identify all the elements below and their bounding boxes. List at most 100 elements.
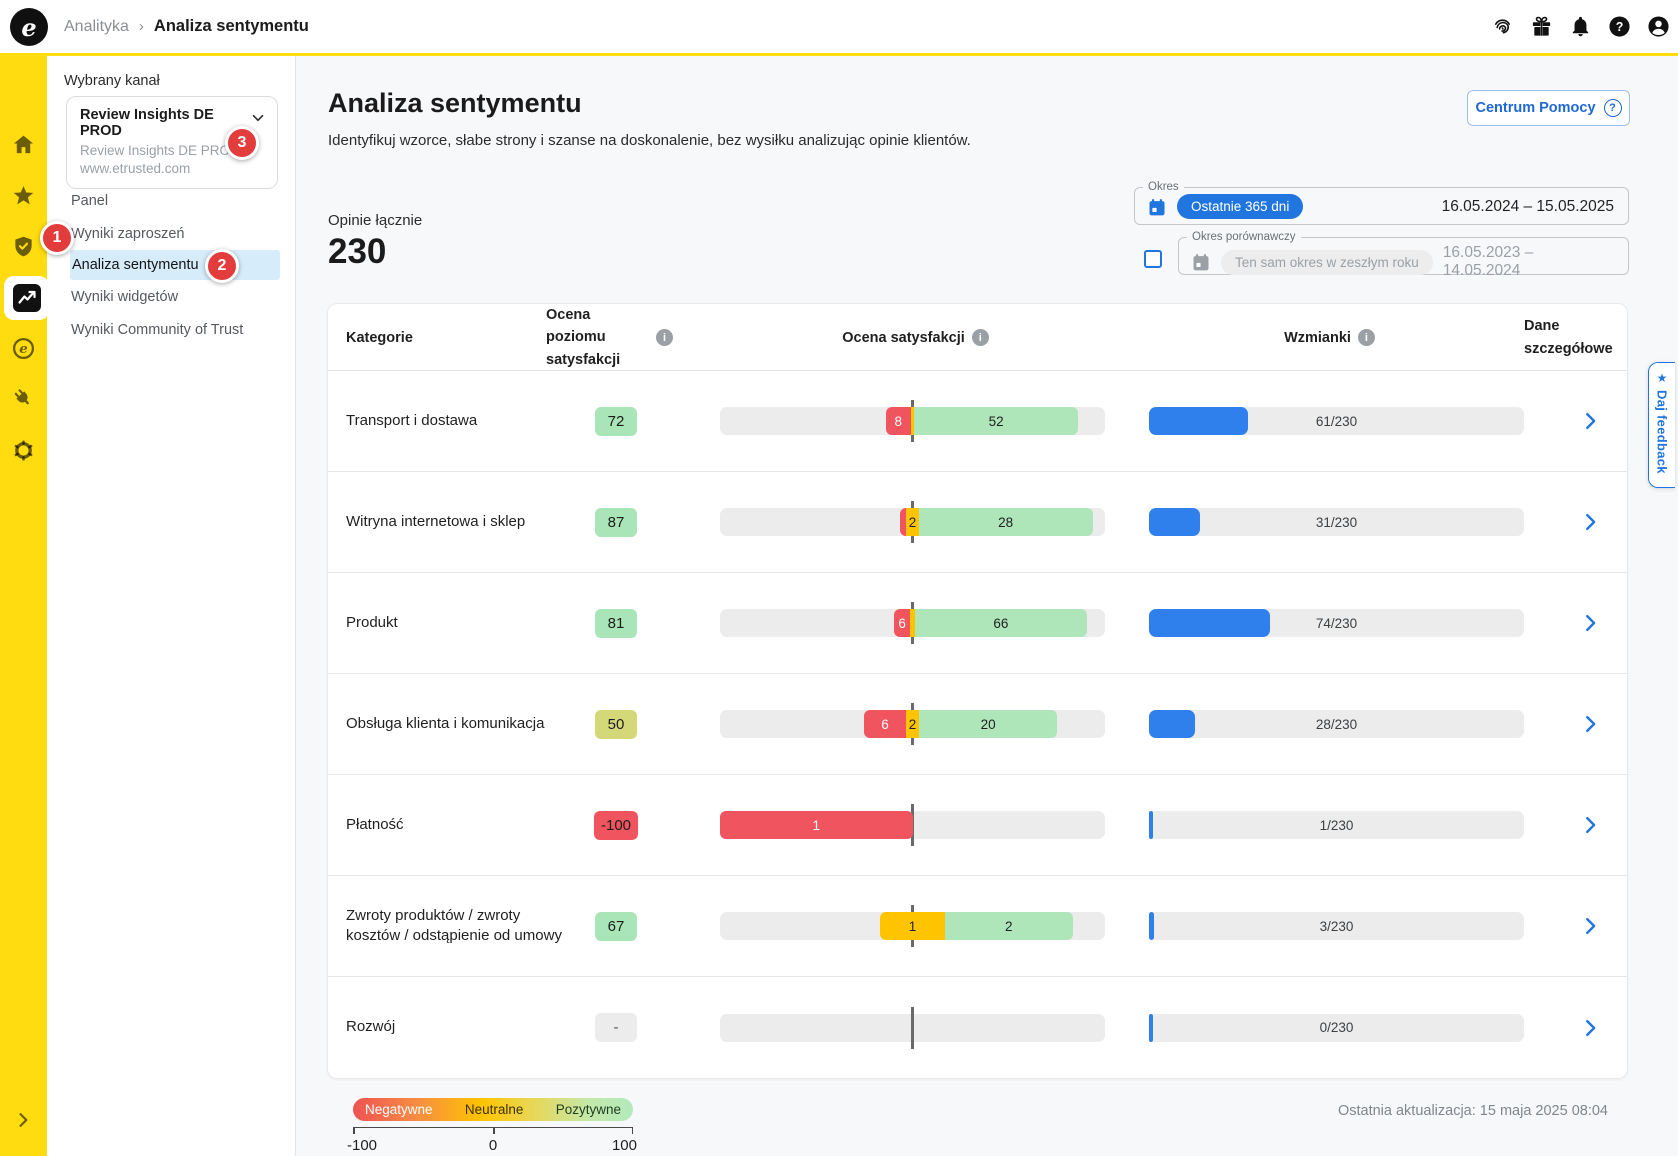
mentions-label: 61/230 bbox=[1315, 413, 1358, 429]
svg-text:e: e bbox=[19, 341, 28, 357]
table-row[interactable]: Płatność -100 1 1/230 bbox=[328, 775, 1627, 876]
table-row[interactable]: Zwroty produktów / zwroty kosztów / odst… bbox=[328, 876, 1627, 977]
details-button[interactable] bbox=[1579, 511, 1627, 533]
category-label: Płatność bbox=[346, 815, 404, 833]
mentions-label: 74/230 bbox=[1315, 615, 1358, 631]
mentions-bar-cell: 28/230 bbox=[1135, 710, 1524, 738]
mentions-info-icon[interactable]: i bbox=[1357, 329, 1375, 347]
negative-segment: 8 bbox=[885, 407, 911, 435]
period-label: Okres bbox=[1148, 181, 1179, 193]
positive-segment: 2 bbox=[944, 912, 1073, 940]
fingerprint-icon[interactable] bbox=[1490, 15, 1514, 39]
score-chip: 50 bbox=[595, 709, 637, 739]
plug-icon[interactable] bbox=[12, 387, 35, 410]
total-reviews-value: 230 bbox=[328, 232, 387, 271]
details-button[interactable] bbox=[1579, 713, 1627, 735]
score-info-icon[interactable]: i bbox=[656, 329, 673, 347]
chevron-right-icon bbox=[1586, 513, 1596, 531]
breadcrumb-section[interactable]: Analityka bbox=[64, 17, 129, 35]
table-row[interactable]: Rozwój - 0/230 bbox=[328, 977, 1627, 1078]
details-button[interactable] bbox=[1579, 1017, 1627, 1039]
score-chip: 67 bbox=[595, 911, 637, 941]
table-row[interactable]: Transport i dostawa 72 8 52 61/230 bbox=[328, 371, 1627, 472]
satisfaction-bar-cell: 6 66 bbox=[654, 602, 1135, 644]
mentions-track: 28/230 bbox=[1149, 710, 1524, 738]
sidebar-item-label: Wyniki Community of Trust bbox=[71, 321, 244, 338]
compare-preset-pill[interactable]: Ten sam okres w zeszłym roku bbox=[1221, 249, 1433, 275]
chevron-right-icon bbox=[1586, 715, 1596, 733]
table-row[interactable]: Witryna internetowa i sklep 87 2 28 31/230 bbox=[328, 472, 1627, 573]
period-range[interactable]: 16.05.2024 – 15.05.2025 bbox=[1441, 197, 1614, 215]
table-row[interactable]: Obsługa klienta i komunikacja 50 6 2 20 28/23… bbox=[328, 674, 1627, 775]
mentions-label: 28/230 bbox=[1315, 716, 1358, 732]
sidebar-expand-icon[interactable] bbox=[13, 1110, 33, 1130]
mentions-track: 1/230 bbox=[1149, 811, 1524, 839]
table-body: Transport i dostawa 72 8 52 61/230 Witryna in… bbox=[328, 371, 1627, 1078]
chevron-right-icon bbox=[1586, 917, 1596, 935]
mentions-track: 31/230 bbox=[1149, 508, 1524, 536]
sidebar-item-label: Panel bbox=[71, 192, 109, 209]
gear-icon[interactable] bbox=[12, 439, 35, 462]
home-icon[interactable] bbox=[12, 133, 35, 156]
mentions-fill bbox=[1149, 912, 1154, 940]
mentions-label: 3/230 bbox=[1319, 918, 1354, 934]
period-filter[interactable]: Okres Ostatnie 365 dni 16.05.2024 – 15.0… bbox=[1134, 181, 1629, 225]
shield-check-icon[interactable] bbox=[12, 235, 35, 258]
svg-text:?: ? bbox=[1615, 20, 1623, 34]
help-icon[interactable]: ? bbox=[1607, 15, 1631, 39]
sidebar-item-wyniki-widgetow[interactable]: Wyniki widgetów bbox=[47, 280, 296, 313]
analytics-chart-icon bbox=[12, 284, 41, 312]
star-small-icon: ★ bbox=[1656, 371, 1668, 385]
sidebar-item-label: Analiza sentymentu bbox=[72, 257, 199, 273]
sidebar-item-label: Wyniki zaproszeń bbox=[71, 225, 185, 242]
step-badge-1: 1 bbox=[40, 221, 74, 255]
mentions-fill bbox=[1149, 609, 1270, 637]
details-button[interactable] bbox=[1579, 612, 1627, 634]
negative-segment: 1 bbox=[720, 811, 913, 839]
analytics-nav-active[interactable] bbox=[4, 276, 49, 320]
positive-segment: 66 bbox=[915, 609, 1087, 637]
compare-checkbox[interactable] bbox=[1144, 250, 1162, 268]
sidebar-item-analiza-sentymentu[interactable]: Analiza sentymentu bbox=[70, 250, 280, 280]
calendar-gray-icon bbox=[1191, 252, 1211, 272]
chevron-right-icon bbox=[1586, 412, 1596, 430]
mentions-bar-cell: 1/230 bbox=[1135, 811, 1524, 839]
bell-icon[interactable] bbox=[1568, 15, 1592, 39]
header-details: Dane szczegółowe bbox=[1524, 317, 1613, 357]
satisfaction-bar-cell bbox=[654, 1006, 1135, 1049]
sidebar-item-panel[interactable]: Panel bbox=[47, 184, 296, 217]
period-preset-pill[interactable]: Ostatnie 365 dni bbox=[1177, 194, 1304, 219]
sidebar-item-wyniki-zaproszen[interactable]: Wyniki zaproszeń bbox=[47, 217, 296, 250]
sentiment-legend: Negatywne Neutralne Pozytywne -100 0 100 bbox=[347, 1098, 637, 1155]
satisfaction-info-icon[interactable]: i bbox=[971, 329, 989, 347]
sidebar-item-wyniki-community-of-trust[interactable]: Wyniki Community of Trust bbox=[47, 313, 296, 346]
mentions-label: 0/230 bbox=[1319, 1020, 1354, 1035]
header-score: Ocena poziomu satysfakcji i bbox=[546, 304, 696, 371]
mentions-fill bbox=[1149, 811, 1153, 839]
main-content: Analiza sentymentu Identyfikuj wzorce, s… bbox=[296, 56, 1678, 1156]
score-chip: - bbox=[595, 1013, 637, 1042]
table-row[interactable]: Produkt 81 6 66 74/230 bbox=[328, 573, 1627, 674]
last-update-text: Ostatnia aktualizacja: 15 maja 2025 08:0… bbox=[1337, 1103, 1608, 1119]
etrusted-e-icon[interactable]: e bbox=[12, 337, 35, 360]
header-satisfaction: Ocena satysfakcji i bbox=[696, 329, 1135, 347]
star-icon[interactable] bbox=[12, 184, 35, 207]
etrusted-logo[interactable]: e bbox=[10, 8, 48, 46]
help-center-button[interactable]: Centrum Pomocy ? bbox=[1467, 90, 1630, 126]
gift-icon[interactable] bbox=[1529, 15, 1553, 39]
positive-segment: 28 bbox=[918, 508, 1093, 536]
category-label: Witryna internetowa i sklep bbox=[346, 512, 526, 530]
compare-period-filter[interactable]: Okres porównawczy Ten sam okres w zeszły… bbox=[1178, 231, 1629, 279]
account-icon[interactable] bbox=[1646, 15, 1670, 39]
negative-segment: 6 bbox=[864, 710, 906, 738]
compare-range: 16.05.2023 – 14.05.2024 bbox=[1442, 244, 1534, 279]
satisfaction-track: 8 52 bbox=[720, 400, 1105, 442]
details-button[interactable] bbox=[1579, 410, 1627, 432]
details-button[interactable] bbox=[1579, 814, 1627, 836]
details-button[interactable] bbox=[1579, 915, 1627, 937]
mentions-track: 3/230 bbox=[1149, 912, 1524, 940]
sidebar-item-label: Wyniki widgetów bbox=[71, 288, 179, 305]
feedback-tab[interactable]: ★ Daj feedback bbox=[1648, 362, 1675, 488]
breadcrumb-current: Analiza sentymentu bbox=[153, 17, 309, 35]
